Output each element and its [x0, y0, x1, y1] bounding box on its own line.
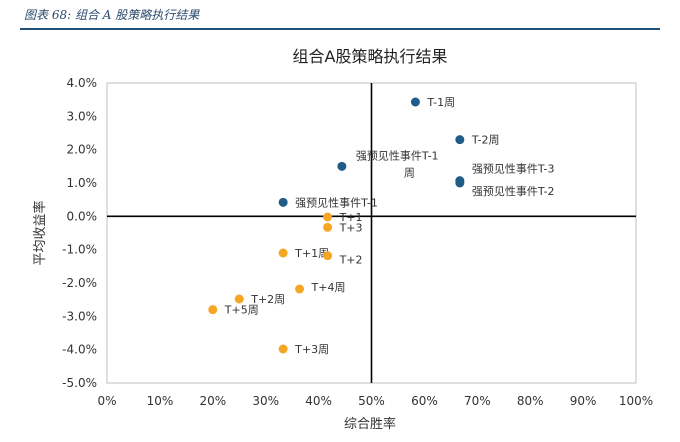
y-tick-label: 3.0% [67, 109, 98, 123]
figure-caption: 图表 68: 组合 A 股策略执行结果 [24, 8, 200, 22]
data-point [323, 251, 333, 261]
data-label: 强预见性事件T-2 [472, 184, 555, 198]
data-point [323, 222, 333, 232]
data-point [278, 344, 288, 354]
y-tick-label: -1.0% [62, 243, 97, 257]
data-label: T+3周 [294, 343, 329, 356]
data-label: 强预见性事件T-1 [295, 195, 378, 209]
data-label: T+5周 [224, 304, 259, 317]
data-label: T+2 [339, 254, 363, 267]
caption-divider [20, 28, 660, 30]
data-label: T+1 [339, 211, 363, 224]
y-tick-label: 0.0% [67, 209, 98, 223]
data-label: T+2周 [250, 293, 285, 306]
chart-title: 组合A股策略执行结果 [293, 47, 448, 66]
x-tick-label: 40% [305, 394, 332, 408]
x-tick-label: 20% [199, 394, 226, 408]
x-tick-label: 50% [358, 394, 385, 408]
x-tick-label: 10% [147, 394, 174, 408]
data-label: T-2周 [471, 134, 500, 147]
data-point [337, 161, 347, 171]
data-label: 强预见性事件T-3 [472, 162, 555, 176]
x-tick-label: 80% [517, 394, 544, 408]
data-point [323, 212, 333, 222]
data-point [410, 97, 420, 107]
x-tick-label: 0% [97, 394, 116, 408]
y-tick-label: 1.0% [67, 176, 98, 190]
y-tick-label: 2.0% [67, 143, 98, 157]
data-label: T+1周 [294, 247, 329, 260]
data-point [234, 294, 244, 304]
data-label: T+4周 [311, 281, 346, 294]
data-point [295, 284, 305, 294]
y-tick-label: -5.0% [62, 376, 97, 390]
x-axis-title: 综合胜率 [344, 416, 396, 432]
data-point [455, 178, 465, 188]
data-label: T-1周 [426, 96, 455, 109]
y-tick-label: -2.0% [62, 276, 97, 290]
x-tick-label: 70% [464, 394, 491, 408]
y-tick-label: 4.0% [67, 76, 98, 90]
plot-area: 0% 10% 20% 30% 40% 50% 60% 70% 80% 90% 100% 4.0% 3.0… [62, 76, 653, 408]
data-point [278, 197, 288, 207]
data-point [208, 305, 218, 315]
x-tick-label: 30% [252, 394, 279, 408]
x-tick-label: 90% [570, 394, 597, 408]
data-label: 周 [404, 166, 415, 179]
data-point [455, 135, 465, 145]
x-tick-label: 100% [619, 394, 653, 408]
data-label: 强预见性事件T-1 [356, 148, 439, 162]
y-axis-title: 平均收益率 [32, 200, 48, 265]
y-tick-label: -3.0% [62, 309, 97, 323]
data-point [278, 248, 288, 258]
y-tick-label: -4.0% [62, 343, 97, 357]
data-label: T+3 [339, 221, 363, 234]
x-tick-label: 60% [411, 394, 438, 408]
